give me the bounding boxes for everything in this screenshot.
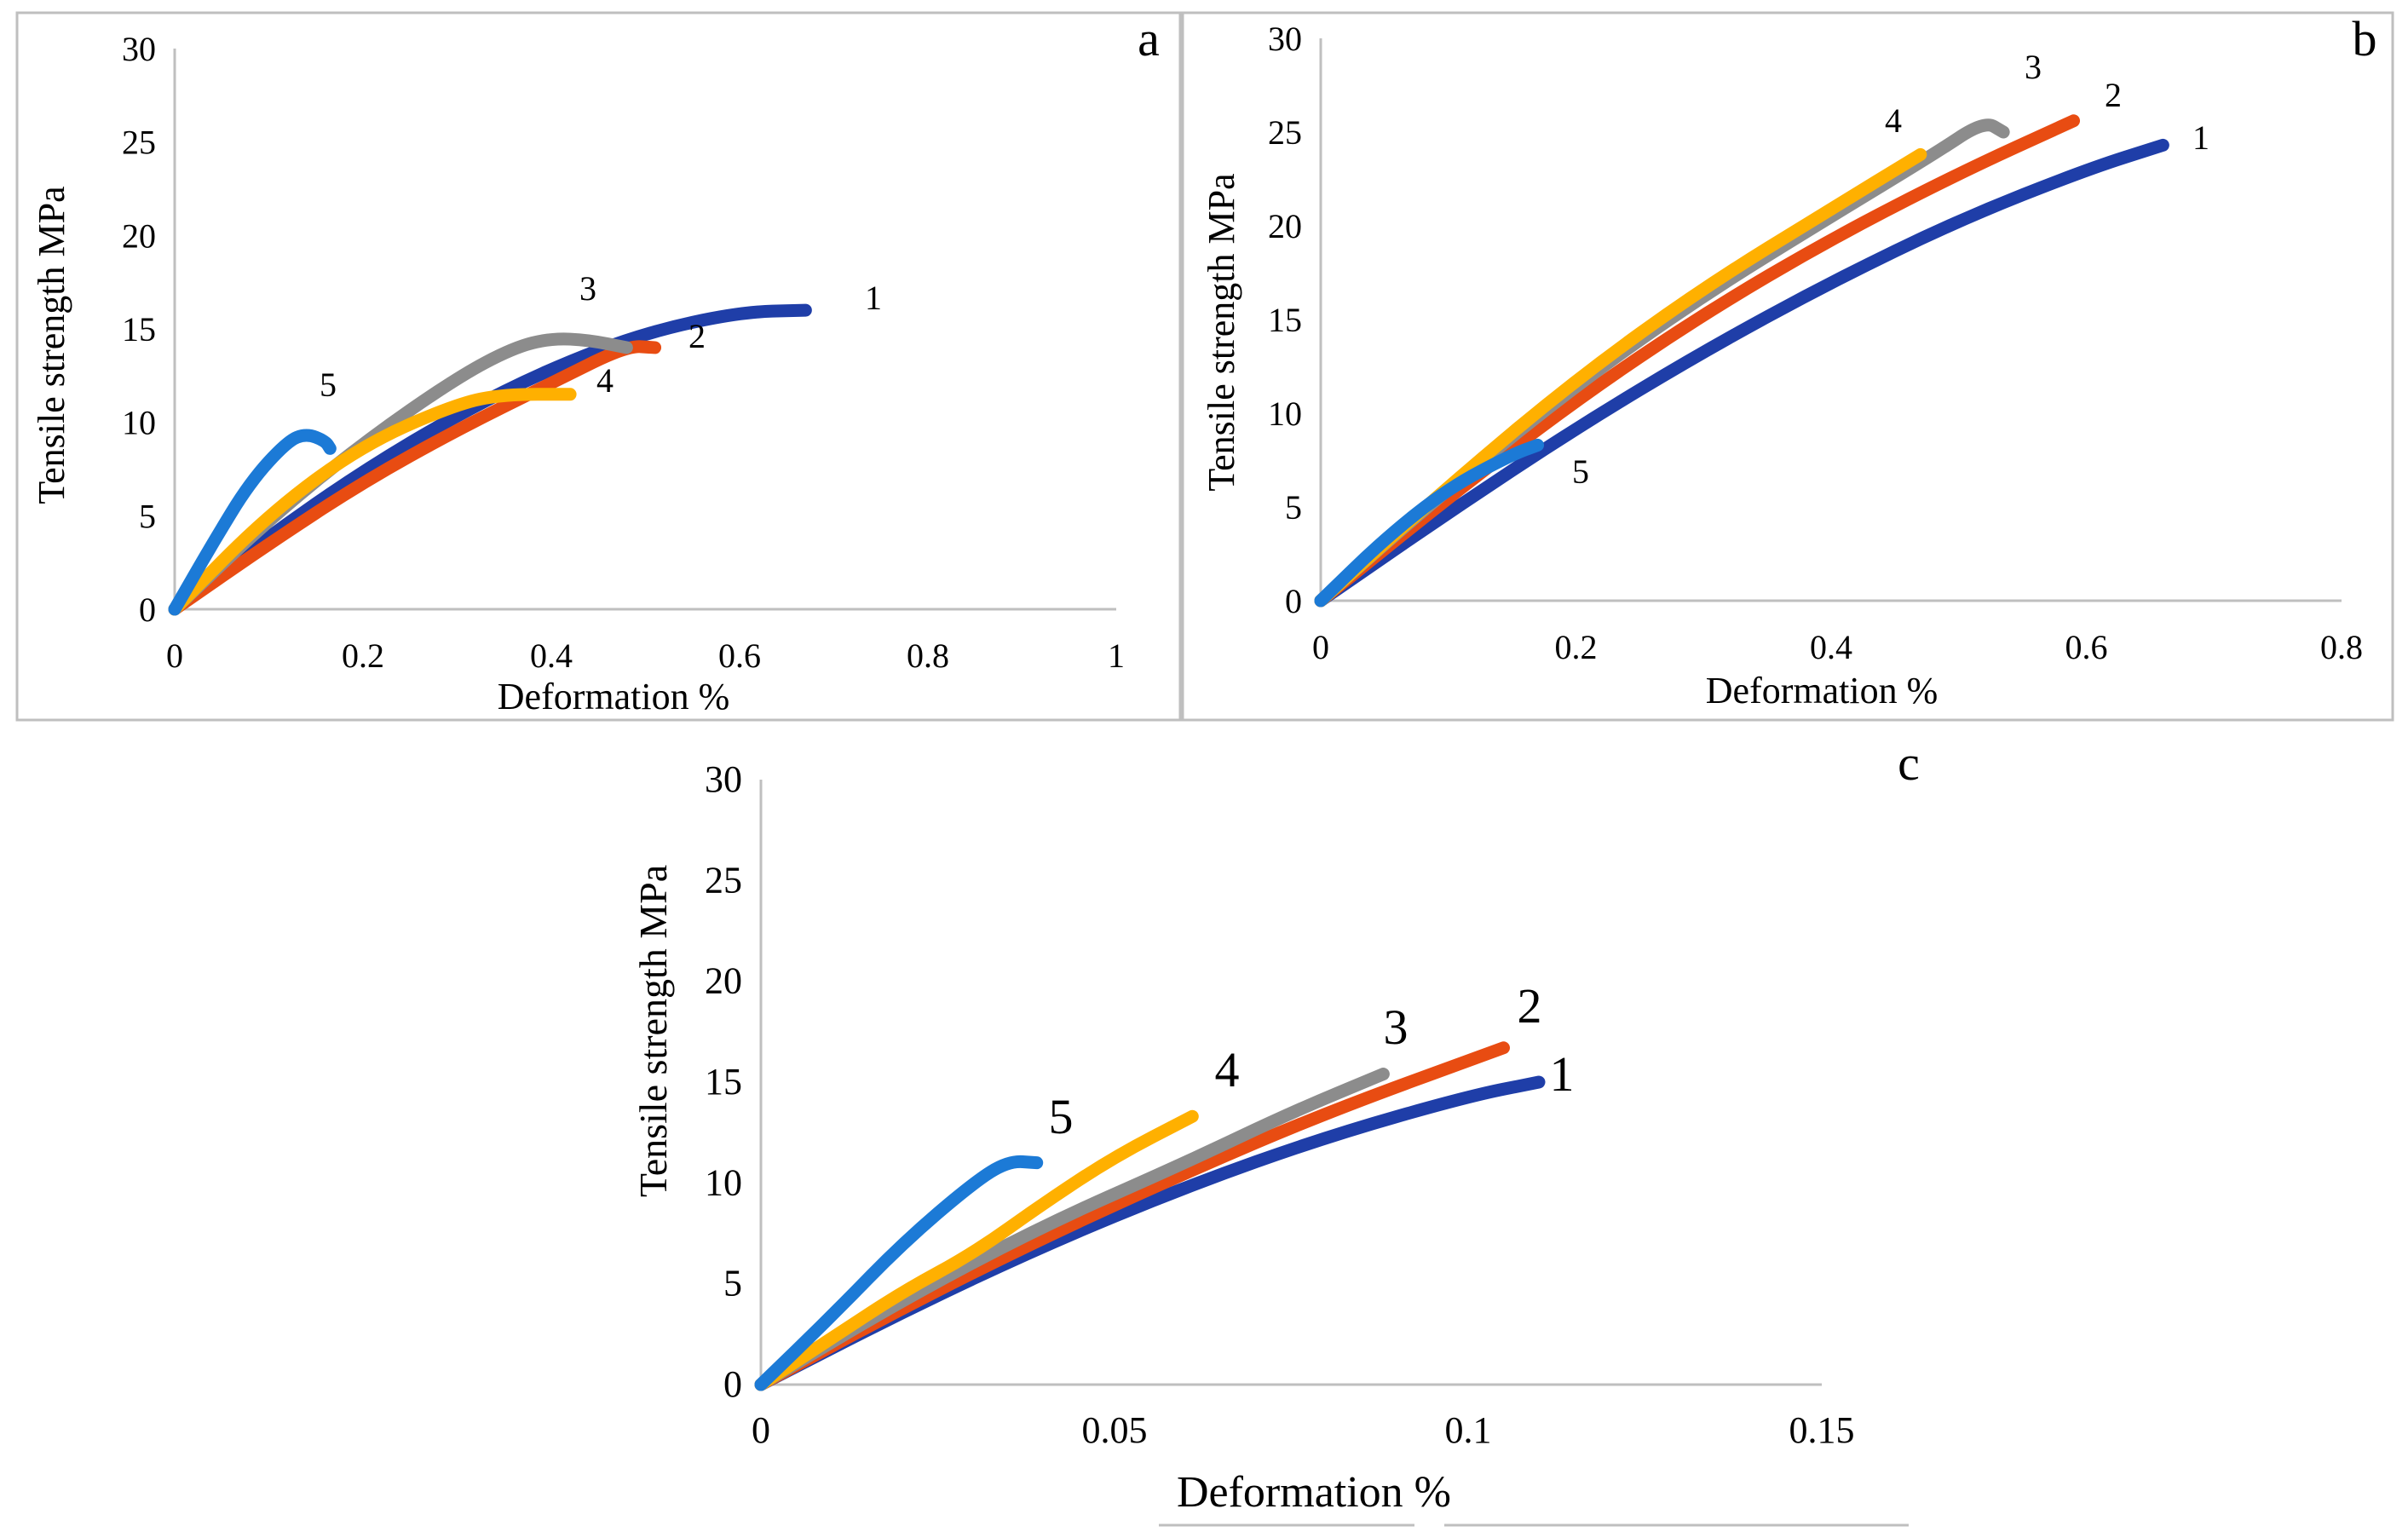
panel-a-series-3-label: 3 [579, 269, 596, 308]
panel-a-x-tick-label: 0 [166, 636, 183, 675]
panel-b-x-tick-label: 0.4 [1810, 628, 1852, 666]
panel-a-series-5-line [168, 429, 337, 616]
panel-a-y-tick-label: 15 [122, 310, 156, 348]
panel-a-y-axis-title: Tensile strength MPa [31, 186, 72, 504]
panel-c-series-3-label: 3 [1384, 999, 1409, 1055]
panel-a-x-axis-title: Deformation % [498, 676, 729, 717]
panel-b-y-tick-label: 0 [1285, 582, 1302, 620]
panel-a-y-tick-label: 20 [122, 216, 156, 255]
panel-c-series-4-label: 4 [1215, 1042, 1240, 1097]
panel-b-y-tick-label: 15 [1268, 301, 1302, 339]
panel-b-x-tick-label: 0.2 [1555, 628, 1598, 666]
panel-b-y-axis-title: Tensile strength MPa [1201, 173, 1242, 491]
panel-a-frame [15, 11, 1182, 722]
panel-b-series-5-line [1314, 438, 1545, 608]
panel-c-y-tick-label: 5 [723, 1263, 742, 1305]
panel-c-series-1-label: 1 [1550, 1046, 1575, 1102]
panel-a-series-4-line [168, 388, 577, 616]
panel-a-y-tick-label: 0 [139, 590, 156, 629]
panel-a-x-tick-label: 0.6 [718, 636, 761, 675]
panel-c-y-tick-label: 10 [705, 1161, 742, 1203]
panel-b-series-1-label: 1 [2192, 118, 2209, 157]
panel-c-x-tick-label: 0 [752, 1409, 770, 1451]
panel-c-series-1-line [754, 1075, 1546, 1391]
panel-b-y-tick-label: 5 [1285, 488, 1302, 527]
panel-c-series-5-line [754, 1155, 1044, 1391]
panel-c: c Deformation % Tensile strength MPa 0 5 1… [631, 735, 1920, 1527]
panel-a-y-tick-label: 30 [122, 30, 156, 68]
panel-c-y-tick-label: 15 [705, 1061, 742, 1103]
panel-a-series-4-label: 4 [596, 361, 614, 400]
panel-c-y-tick-label: 20 [705, 960, 742, 1002]
panel-c-y-tick-label: 25 [705, 859, 742, 901]
panel-c-x-tick-label: 0.15 [1789, 1409, 1855, 1451]
panel-a-y-tick-label: 5 [139, 497, 156, 535]
panel-b-x-tick-label: 0.6 [2065, 628, 2108, 666]
panel-a-y-tick-label: 10 [122, 404, 156, 442]
panel-b-series-4-label: 4 [1885, 101, 1902, 140]
panel-a-y-tick-label: 25 [122, 124, 156, 162]
panel-c-letter: c [1898, 735, 1920, 791]
panel-b-y-tick-label: 25 [1268, 113, 1302, 152]
panel-c-y-tick-label: 30 [705, 758, 742, 800]
panel-a-series-2-label: 2 [688, 317, 706, 355]
panel-a-x-tick-label: 0.8 [907, 636, 949, 675]
panel-b-y-tick-label: 20 [1268, 207, 1302, 245]
panel-b-letter: b [2353, 11, 2377, 66]
panel-c-series-4-line [754, 1109, 1199, 1391]
panel-a-x-tick-label: 0.4 [530, 636, 573, 675]
panel-b: b Deformation % Tensile strength MPa 0 5 1… [1181, 11, 2394, 722]
panel-c-series-5-label: 5 [1049, 1089, 1074, 1144]
panel-a-series-2-line [168, 340, 662, 616]
panel-a: a Deformation % Tensile strength MPa 0 5 1… [15, 11, 1182, 722]
panel-b-y-tick-label: 10 [1268, 395, 1302, 433]
panel-c-series-2-label: 2 [1518, 978, 1542, 1034]
panel-a-x-tick-label: 0.2 [342, 636, 384, 675]
panel-c-x-tick-label: 0.05 [1082, 1409, 1148, 1451]
panel-b-frame [1181, 11, 2394, 722]
panel-b-series-1-line [1314, 138, 2169, 608]
panel-c-x-axis-title: Deformation % [1177, 1468, 1451, 1517]
panel-b-x-axis-title: Deformation % [1706, 670, 1938, 711]
panel-a-letter: a [1138, 11, 1160, 66]
panel-b-x-tick-label: 0.8 [2320, 628, 2363, 666]
panel-a-series-5-label: 5 [320, 366, 337, 404]
panel-b-y-tick-label: 30 [1268, 20, 1302, 58]
panel-b-series-3-label: 3 [2025, 48, 2042, 86]
panel-c-y-tick-label: 0 [723, 1363, 742, 1405]
panel-b-x-tick-label: 0 [1312, 628, 1329, 666]
panel-b-series-2-label: 2 [2105, 76, 2122, 114]
panel-b-series-5-label: 5 [1572, 452, 1589, 491]
panel-c-x-tick-label: 0.1 [1445, 1409, 1492, 1451]
panel-c-y-axis-title: Tensile strength MPa [631, 865, 675, 1197]
panel-a-series-1-label: 1 [865, 279, 882, 317]
panel-a-x-tick-label: 1 [1108, 636, 1125, 675]
